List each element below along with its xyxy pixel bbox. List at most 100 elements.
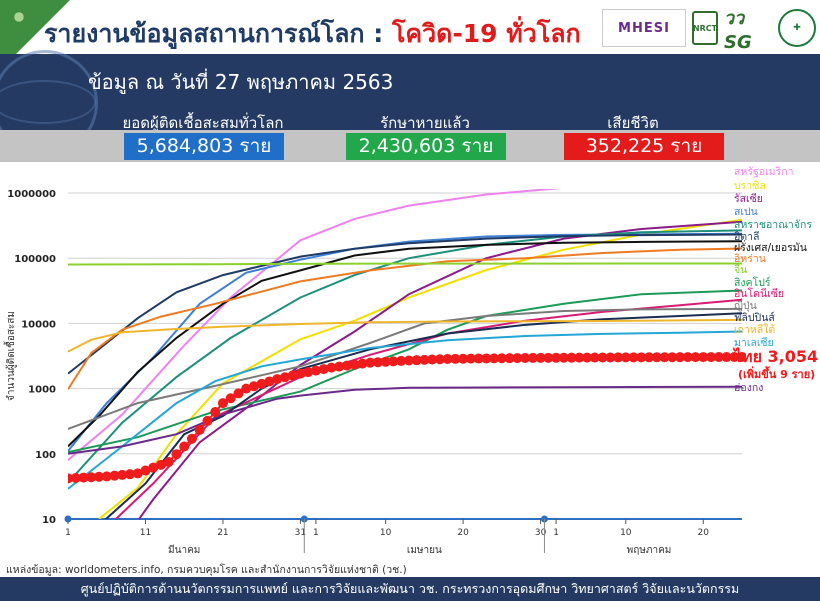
- thailand-point: [194, 424, 205, 435]
- thailand-point: [605, 352, 616, 363]
- nrct-logo: NRCT: [692, 11, 718, 45]
- title-highlight: โควิด-19 ทั่วโลก: [391, 19, 581, 48]
- series-line: [68, 385, 743, 455]
- thailand-point: [520, 352, 531, 363]
- thailand-point: [117, 469, 128, 480]
- legend-label: ฟิลิปปินส์: [734, 311, 775, 324]
- thailand-point: [310, 365, 321, 376]
- series-line: [68, 330, 743, 490]
- legend-label: รัสเซีย: [734, 192, 763, 205]
- thailand-point: [512, 353, 523, 364]
- thailand-point: [341, 360, 352, 371]
- source-note: แหล่งข้อมูล: worldometers.info, กรมควบคุ…: [6, 564, 407, 576]
- legend-label: อิตาลี: [734, 230, 759, 243]
- thailand-point: [403, 355, 414, 366]
- legend-label: เกาหลีใต้: [734, 323, 775, 336]
- thailand-point: [659, 352, 670, 363]
- thailand-point: [349, 359, 360, 370]
- x-tick-label: 11: [140, 528, 151, 538]
- thailand-point: [690, 352, 701, 363]
- thailand-point: [504, 353, 515, 364]
- series-line: [68, 189, 562, 461]
- thailand-point: [303, 367, 314, 378]
- title-main: รายงานข้อมูลสถานการณ์โลก :: [44, 19, 392, 48]
- thailand-point: [334, 361, 345, 372]
- y-tick-label: 100000: [14, 254, 56, 265]
- stat-label-deaths: เสียชีวิต: [607, 114, 659, 132]
- series-line: [68, 240, 743, 448]
- thailand-point: [597, 352, 608, 363]
- thailand-point: [380, 356, 391, 367]
- legend-label: สหราชอาณาจักร: [734, 219, 812, 231]
- legend-label: ฮ่องกง: [734, 382, 763, 394]
- x-month-label: มีนาคม: [168, 544, 200, 556]
- stat-value-recovered: 2,430,603 ราย: [346, 133, 506, 160]
- thailand-point: [620, 352, 631, 363]
- thailand-point: [210, 406, 221, 417]
- thailand-point: [93, 471, 104, 482]
- thailand-point: [651, 352, 662, 363]
- stat-label-recovered: รักษาหายแล้ว: [380, 114, 470, 132]
- thailand-point: [295, 368, 306, 379]
- thailand-point: [551, 352, 562, 363]
- y-tick-label: 1000000: [7, 189, 56, 200]
- month-marker: [64, 515, 72, 523]
- series-line: [104, 312, 743, 519]
- series-line: [68, 262, 743, 266]
- sg-logo: วว SG: [724, 8, 752, 53]
- thailand-point: [388, 356, 399, 367]
- thailand-point: [527, 352, 538, 363]
- x-tick-label: 21: [217, 528, 228, 538]
- thailand-point: [589, 352, 600, 363]
- series-line: [68, 233, 743, 375]
- thailand-point: [365, 357, 376, 368]
- moph-logo-icon: ✚: [778, 9, 816, 47]
- thailand-point: [124, 469, 135, 480]
- y-tick-label: 10000: [21, 319, 56, 330]
- x-month-label: เมษายน: [407, 545, 442, 556]
- thailand-point: [419, 354, 430, 365]
- thailand-point: [248, 381, 259, 392]
- legend-label: ไทย 3,054: [732, 347, 818, 366]
- series-group: [68, 189, 746, 519]
- thailand-point: [179, 441, 190, 452]
- mhesi-logo: MHESI: [602, 9, 686, 47]
- thailand-point: [644, 352, 655, 363]
- virus-icon: [8, 6, 30, 28]
- thailand-point: [264, 376, 275, 387]
- thailand-point: [473, 353, 484, 364]
- series-line: [98, 218, 743, 519]
- thailand-point: [217, 398, 228, 409]
- thailand-point: [186, 433, 197, 444]
- thailand-point: [78, 472, 89, 483]
- thailand-point: [372, 357, 383, 368]
- thailand-point: [543, 352, 554, 363]
- thailand-point: [667, 352, 678, 363]
- legend-label: ฝรั่งเศส/เยอรมัน: [734, 240, 807, 254]
- legend-label: ญี่ปุ่น: [734, 298, 757, 312]
- thailand-point: [155, 459, 166, 470]
- thailand-point: [535, 352, 546, 363]
- thailand-point: [442, 353, 453, 364]
- series-line: [68, 289, 743, 454]
- x-tick-label: 31: [295, 528, 306, 538]
- legend-label: จีน: [734, 263, 747, 276]
- thailand-point: [496, 353, 507, 364]
- thailand-point: [636, 352, 647, 363]
- thailand-point: [675, 352, 686, 363]
- thailand-point: [225, 393, 236, 404]
- x-tick-label: 10: [380, 528, 392, 538]
- x-tick-label: 10: [620, 528, 632, 538]
- thailand-point: [729, 352, 740, 363]
- thailand-point: [427, 354, 438, 365]
- thailand-point: [566, 352, 577, 363]
- thailand-point: [411, 355, 422, 366]
- thailand-point: [481, 353, 492, 364]
- y-tick-label: 100: [35, 450, 56, 461]
- thailand-point: [628, 352, 639, 363]
- x-month-label: พฤษภาคม: [627, 545, 672, 556]
- thailand-point: [396, 355, 407, 366]
- x-tick-label: 20: [698, 528, 710, 538]
- thailand-point: [279, 372, 290, 383]
- y-tick-label: 10: [42, 515, 56, 526]
